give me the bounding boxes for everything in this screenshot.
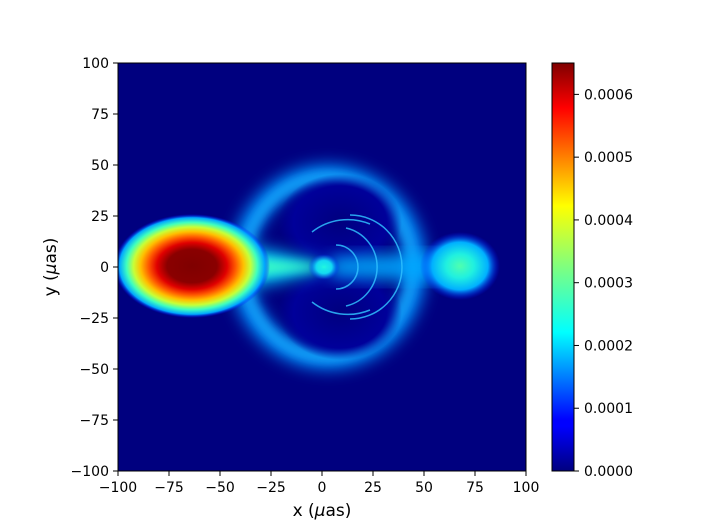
arc-middle xyxy=(345,227,378,307)
colorbar-tick-label: 0.0000 xyxy=(584,464,633,480)
x-tick-label: 75 xyxy=(466,480,484,496)
right-blob xyxy=(420,232,500,300)
colorbar-ticks: 0.0000 0.0001 0.0002 0.0003 0.0004 0.0005 0.00… xyxy=(574,87,633,480)
y-tick-label: 0 xyxy=(100,260,109,276)
x-tick-label: 100 xyxy=(513,480,540,496)
x-tick-label: −25 xyxy=(256,480,286,496)
y-tick-label: 100 xyxy=(82,56,109,72)
bright-blob xyxy=(118,214,270,318)
colorbar-tick-label: 0.0006 xyxy=(584,87,633,103)
arc-shell-upper xyxy=(311,218,371,233)
y-tick-label: 25 xyxy=(91,209,109,225)
colorbar-tick-label: 0.0001 xyxy=(584,401,633,417)
x-tick-label: −75 xyxy=(154,480,184,496)
x-tick-label: −100 xyxy=(99,480,137,496)
y-tick-label: 75 xyxy=(91,107,109,123)
x-tick-label: 0 xyxy=(318,480,327,496)
y-tick-label: 50 xyxy=(91,158,109,174)
colorbar-tick-label: 0.0002 xyxy=(584,338,633,354)
colorbar xyxy=(551,62,575,472)
heatmap xyxy=(118,63,526,471)
colorbar-tick-label: 0.0005 xyxy=(584,150,633,166)
colorbar-tick-label: 0.0004 xyxy=(584,213,633,229)
y-axis-label: y (μas) xyxy=(41,238,61,297)
central-spot xyxy=(308,254,340,280)
arc-outer xyxy=(349,214,403,320)
y-tick-label: −75 xyxy=(79,413,109,429)
y-tick-label: −50 xyxy=(79,362,109,378)
x-tick-label: 50 xyxy=(415,480,433,496)
x-axis-label: x (μas) xyxy=(293,501,352,521)
y-tick-label: −25 xyxy=(79,311,109,327)
x-axis: −100 −75 −50 −25 0 25 50 75 100 xyxy=(99,471,540,496)
x-tick-label: −50 xyxy=(205,480,235,496)
center-ring xyxy=(316,259,332,275)
arc-inner xyxy=(335,244,359,290)
colorbar-tick-label: 0.0003 xyxy=(584,276,633,292)
arc-structures xyxy=(311,214,403,320)
x-tick-label: 25 xyxy=(364,480,382,496)
arc-shell-lower xyxy=(311,301,371,316)
y-axis: 100 75 50 25 0 −25 −50 −75 −100 xyxy=(71,56,118,480)
y-tick-label: −100 xyxy=(71,464,109,480)
